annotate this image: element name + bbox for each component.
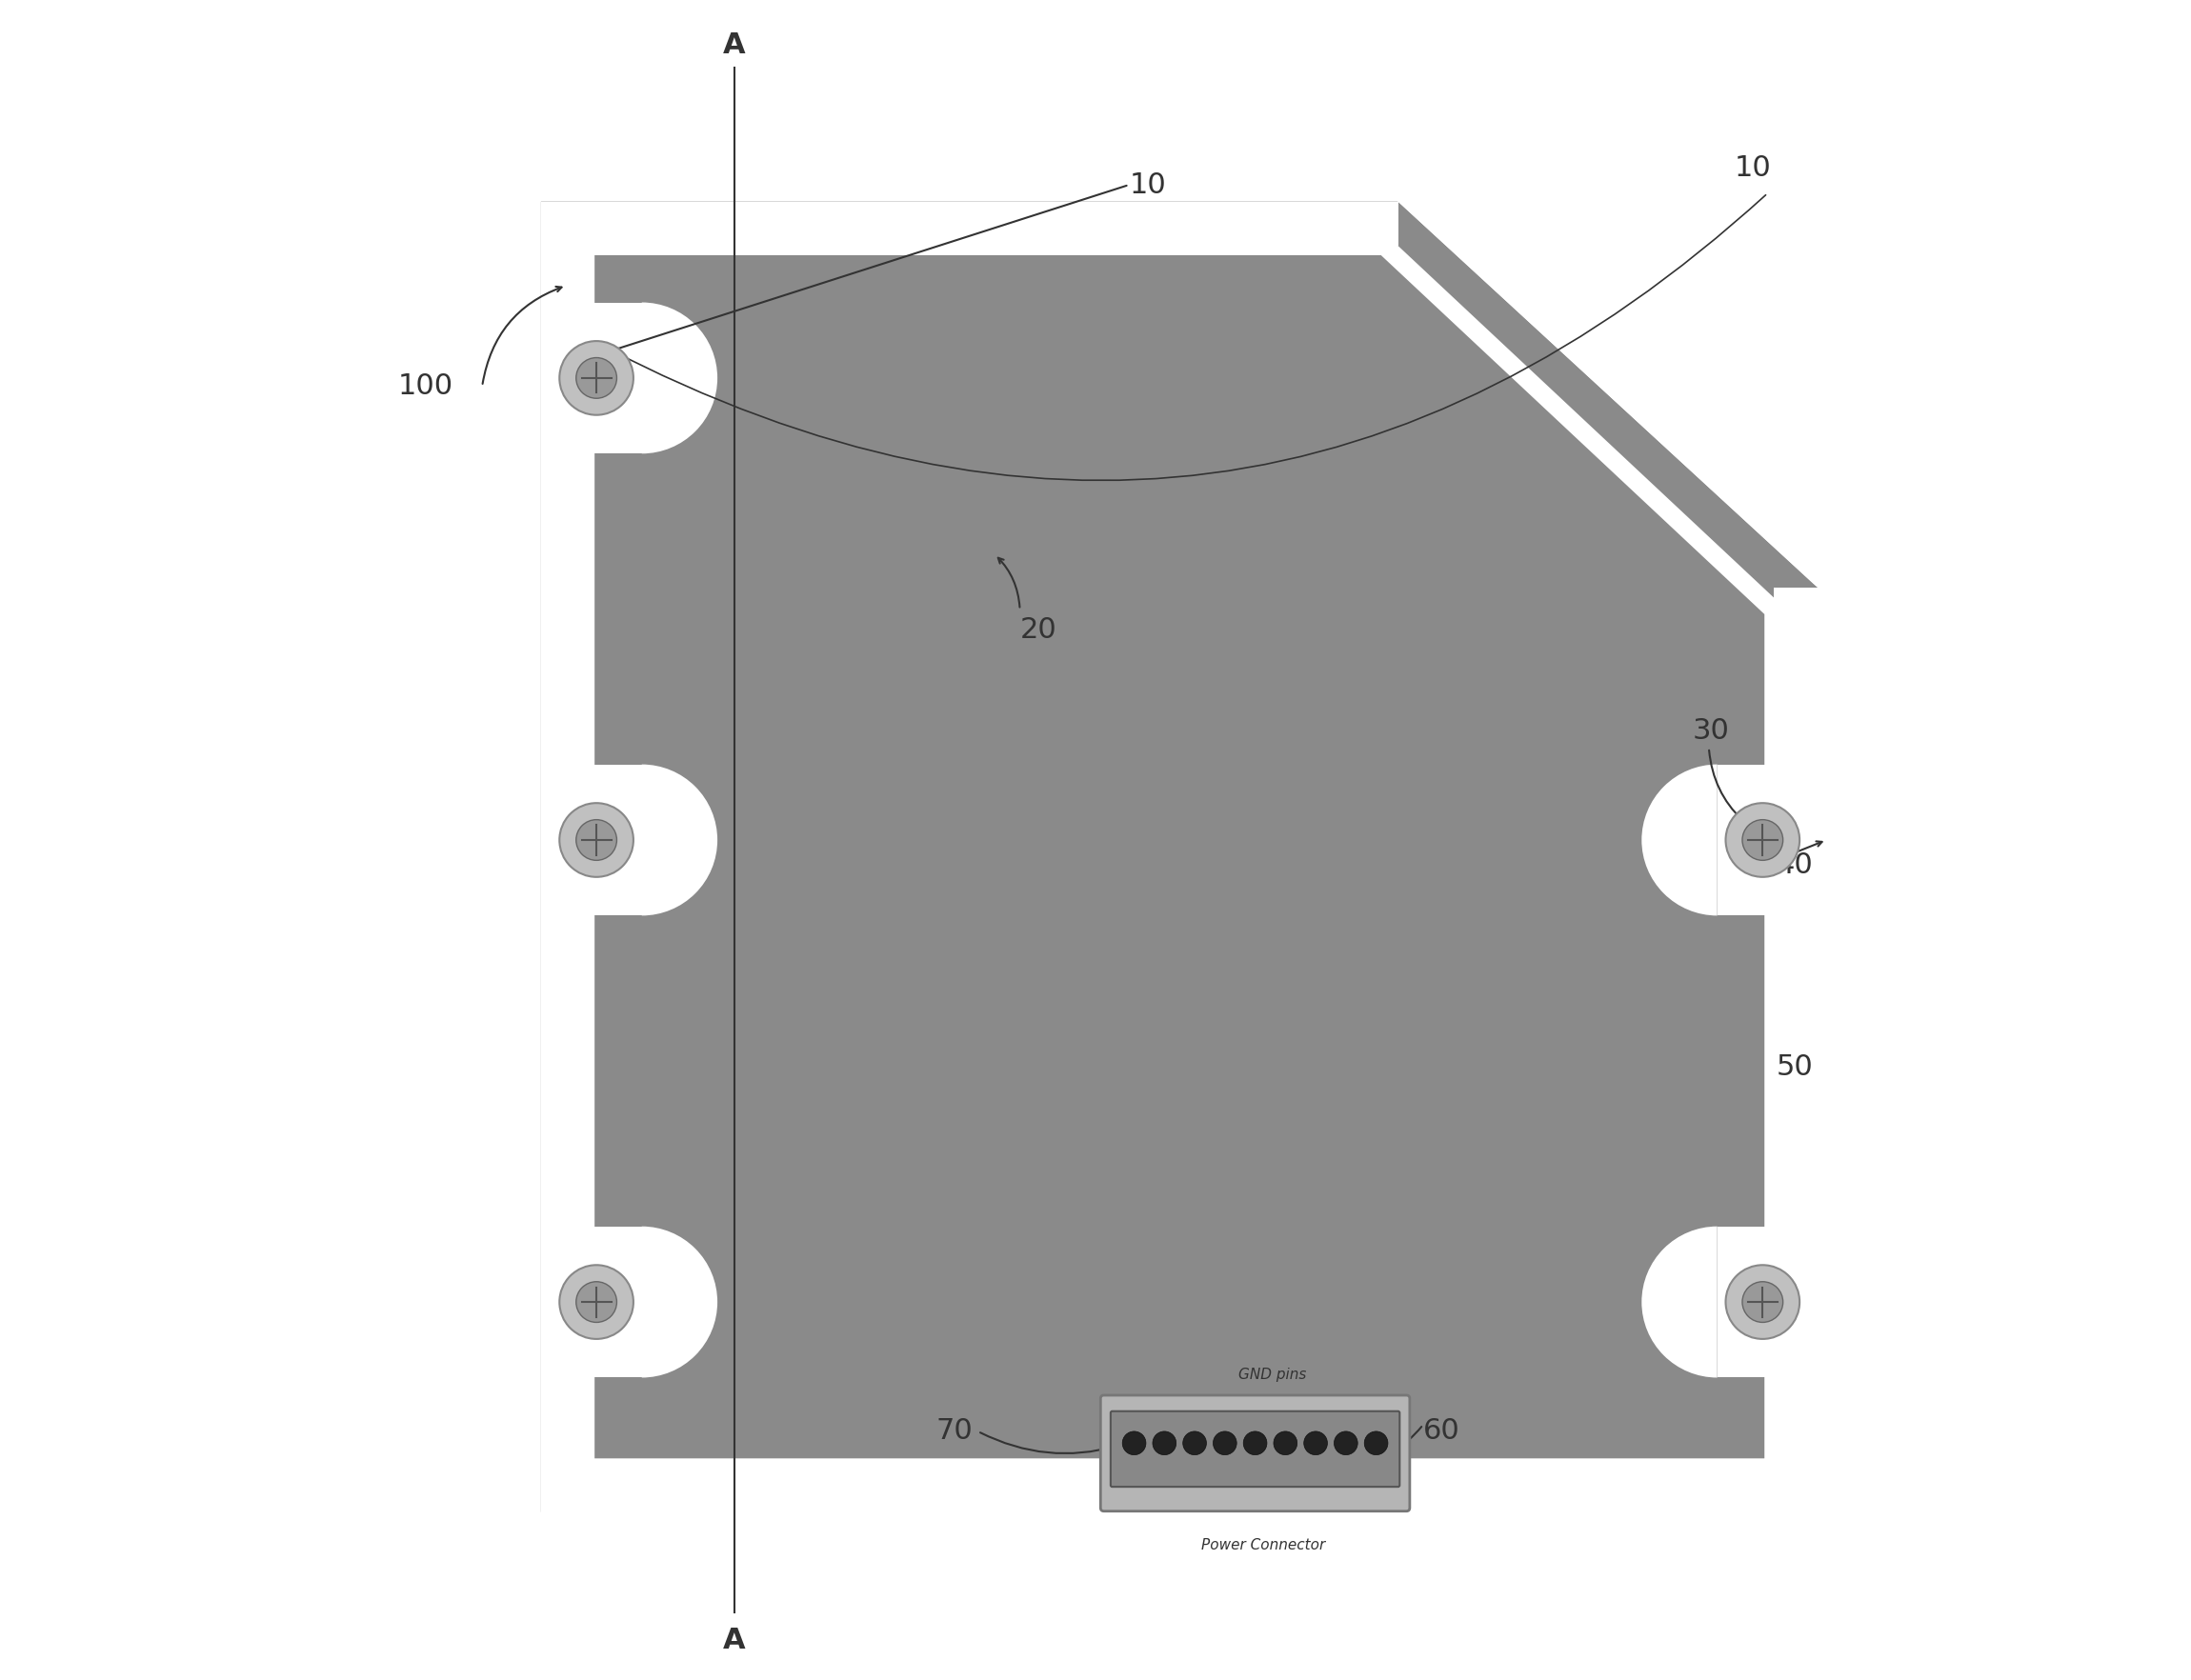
Polygon shape: [1718, 1226, 1819, 1378]
Circle shape: [1214, 1431, 1236, 1455]
Circle shape: [559, 341, 633, 415]
Circle shape: [559, 803, 633, 877]
Text: 20: 20: [1019, 617, 1056, 643]
Circle shape: [1304, 1431, 1328, 1455]
Wedge shape: [642, 764, 716, 916]
Polygon shape: [541, 764, 642, 916]
Circle shape: [576, 820, 616, 860]
Text: 100: 100: [399, 373, 454, 400]
Text: 10: 10: [1128, 171, 1166, 198]
Circle shape: [576, 358, 616, 398]
Circle shape: [1152, 1431, 1177, 1455]
Polygon shape: [541, 202, 585, 1512]
Text: 40: 40: [1777, 852, 1812, 879]
Circle shape: [1727, 1265, 1799, 1339]
Text: 70: 70: [936, 1418, 973, 1445]
Polygon shape: [541, 202, 1398, 245]
Polygon shape: [1374, 175, 1819, 588]
Text: A: A: [723, 1626, 745, 1653]
Circle shape: [1273, 1431, 1297, 1455]
Circle shape: [1183, 1431, 1207, 1455]
FancyBboxPatch shape: [1111, 1411, 1400, 1487]
Circle shape: [1122, 1431, 1146, 1455]
Circle shape: [1742, 1282, 1783, 1322]
Text: 30: 30: [1691, 717, 1729, 744]
Polygon shape: [541, 202, 1819, 1512]
Polygon shape: [541, 302, 642, 454]
Wedge shape: [1641, 764, 1718, 916]
Text: 60: 60: [1424, 1418, 1459, 1445]
Circle shape: [1242, 1431, 1266, 1455]
Polygon shape: [1775, 588, 1819, 1512]
Circle shape: [1742, 820, 1783, 860]
Circle shape: [1334, 1431, 1358, 1455]
Wedge shape: [642, 302, 716, 454]
Text: GND pins: GND pins: [1238, 1368, 1306, 1381]
FancyBboxPatch shape: [1100, 1394, 1409, 1512]
Wedge shape: [1641, 1226, 1718, 1378]
Polygon shape: [541, 1468, 1819, 1512]
Polygon shape: [541, 1226, 642, 1378]
Polygon shape: [1718, 764, 1819, 916]
Circle shape: [1727, 803, 1799, 877]
Text: Power Connector: Power Connector: [1201, 1539, 1326, 1552]
Wedge shape: [642, 1226, 716, 1378]
Circle shape: [576, 1282, 616, 1322]
Circle shape: [1365, 1431, 1387, 1455]
Circle shape: [559, 1265, 633, 1339]
Text: A: A: [723, 32, 745, 59]
Text: 50: 50: [1777, 1053, 1812, 1080]
Text: 10: 10: [1733, 155, 1770, 181]
